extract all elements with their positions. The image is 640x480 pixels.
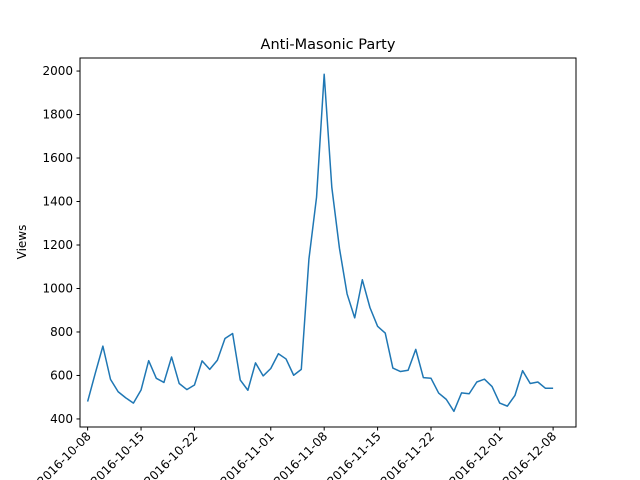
y-tick-label: 2000 — [42, 64, 73, 78]
plot-frame — [79, 57, 577, 428]
y-axis: 400 600 800 1000 1200 1400 1600 1800 2000 — [42, 64, 80, 426]
y-tick-label: 1200 — [42, 238, 73, 252]
y-tick-label: 800 — [50, 325, 73, 339]
y-tick-label: 1400 — [42, 195, 73, 209]
y-tick-label: 1000 — [42, 281, 73, 295]
series-line — [86, 73, 554, 413]
plot-area — [86, 73, 554, 413]
y-axis-label: Views — [15, 225, 29, 260]
y-tick-label: 600 — [50, 368, 73, 382]
y-tick-label: 1600 — [42, 151, 73, 165]
y-tick-label: 400 — [50, 412, 73, 426]
chart-title: Anti-Masonic Party — [261, 37, 396, 53]
y-tick-label: 1800 — [42, 108, 73, 122]
